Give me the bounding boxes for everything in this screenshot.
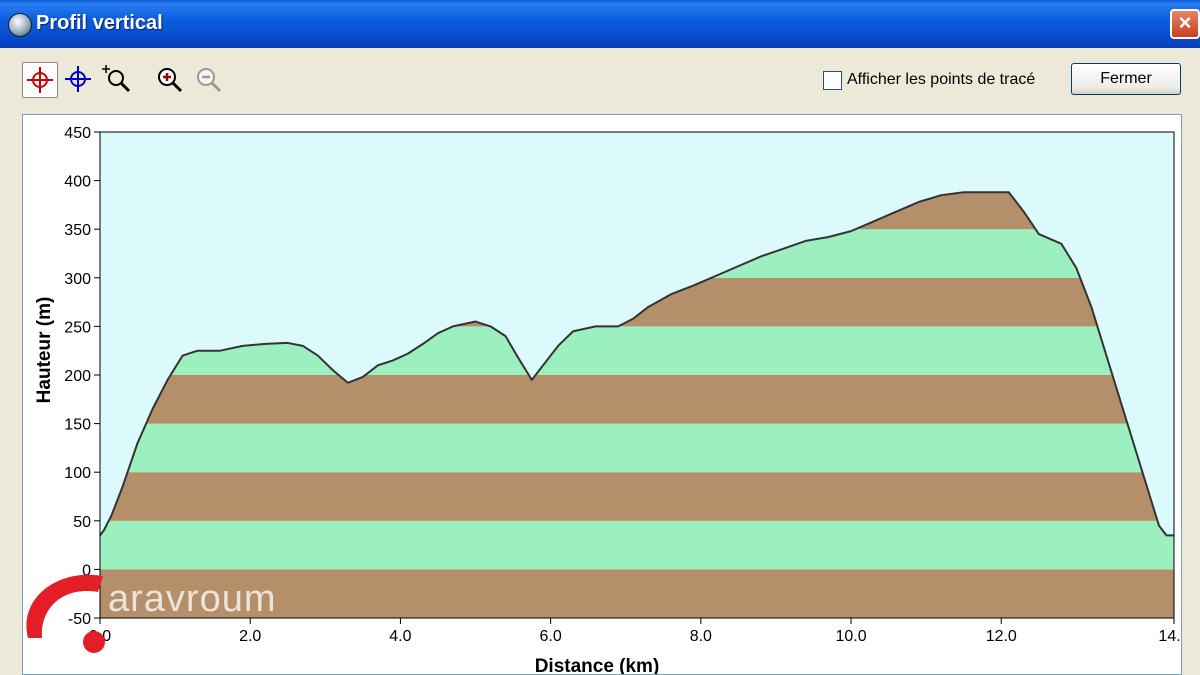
y-tick-label: -50 bbox=[68, 611, 91, 628]
watermark-swoosh-icon bbox=[26, 574, 105, 653]
red-crosshair-icon bbox=[27, 67, 53, 93]
profile-line bbox=[99, 191, 1174, 537]
chart-panel: 450400350300250200150100500-500.02.04.06… bbox=[22, 114, 1182, 675]
y-tick-label: 450 bbox=[64, 125, 91, 142]
close-button[interactable]: Fermer bbox=[1071, 63, 1181, 95]
elevation-profile-chart: 450400350300250200150100500-500.02.04.06… bbox=[34, 125, 1182, 675]
elevation-band bbox=[100, 423, 1174, 473]
y-tick-label: 100 bbox=[64, 465, 91, 482]
watermark-logo: aravroum bbox=[18, 568, 318, 668]
elevation-band bbox=[100, 375, 1174, 424]
x-tick-label: 2.0 bbox=[239, 628, 261, 645]
red-crosshair-button[interactable] bbox=[22, 62, 58, 98]
watermark-text: aravroum bbox=[108, 578, 277, 620]
x-tick-label: 8.0 bbox=[690, 628, 712, 645]
y-tick-label: 200 bbox=[64, 368, 91, 385]
elevation-band bbox=[100, 520, 1174, 570]
blue-crosshair-button[interactable] bbox=[61, 62, 97, 98]
zoom-region-button[interactable] bbox=[101, 62, 137, 98]
x-tick-label: 4.0 bbox=[389, 628, 411, 645]
y-tick-label: 250 bbox=[64, 319, 91, 336]
y-tick-label: 300 bbox=[64, 271, 91, 288]
blue-crosshair-icon bbox=[65, 66, 91, 92]
close-window-button[interactable]: × bbox=[1170, 9, 1200, 39]
elevation-band bbox=[100, 472, 1174, 521]
show-points-label[interactable]: Afficher les points de tracé bbox=[847, 71, 1036, 88]
x-axis-title: Distance (km) bbox=[535, 656, 660, 675]
show-points-checkbox[interactable] bbox=[823, 71, 842, 90]
y-tick-label: 350 bbox=[64, 222, 91, 239]
zoom-region-icon bbox=[102, 65, 131, 93]
globe-icon bbox=[8, 13, 32, 37]
zoom-in-icon bbox=[158, 68, 183, 93]
zoom-out-button[interactable] bbox=[191, 62, 227, 98]
zoom-out-icon bbox=[197, 68, 222, 93]
y-tick-label: 50 bbox=[73, 514, 91, 531]
x-tick-label: 10.0 bbox=[835, 628, 866, 645]
y-axis-title: Hauteur (m) bbox=[34, 297, 55, 404]
y-tick-label: 150 bbox=[64, 417, 91, 434]
x-tick-label: 12.0 bbox=[986, 628, 1017, 645]
title-bar: Profil vertical × bbox=[0, 0, 1200, 48]
x-tick-label: 6.0 bbox=[540, 628, 562, 645]
y-tick-label: 0 bbox=[82, 562, 91, 579]
y-tick-label: 400 bbox=[64, 174, 91, 191]
zoom-in-button[interactable] bbox=[152, 62, 188, 98]
x-tick-label: 14.3 bbox=[1158, 628, 1182, 645]
window-title: Profil vertical bbox=[36, 12, 163, 34]
elevation-band bbox=[100, 569, 1174, 618]
